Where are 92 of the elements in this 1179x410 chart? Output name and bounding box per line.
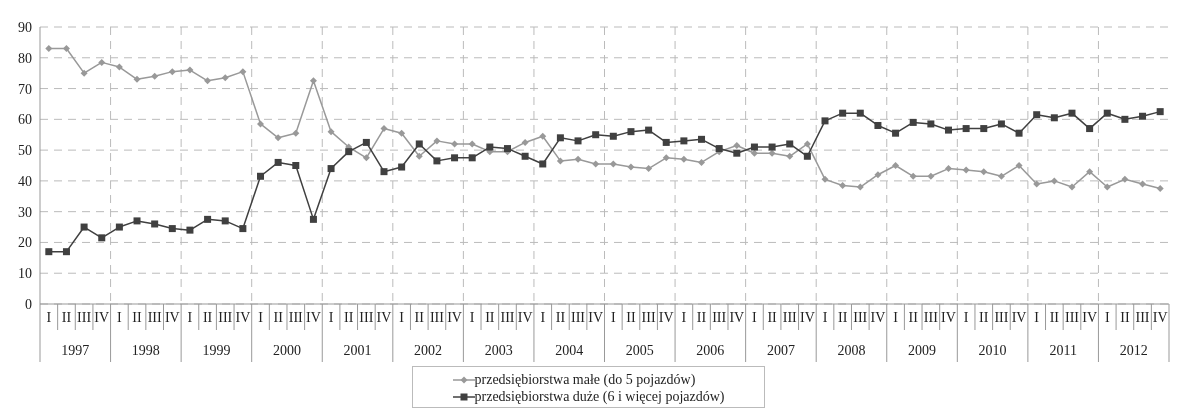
x-tick-label: IV — [799, 310, 815, 325]
x-tick-label: IV — [447, 310, 462, 325]
x-tick-label: IV — [658, 310, 674, 325]
x-tick-label: II — [273, 310, 284, 325]
x-tick-label: IV — [588, 310, 604, 325]
x-tick-label: IV — [729, 310, 745, 325]
text: 2006 — [696, 343, 725, 358]
x-tick-label: III — [288, 310, 304, 325]
x-tick-label: II — [979, 310, 989, 325]
x-tick-label: I — [681, 310, 687, 325]
text: 1998 — [131, 343, 160, 358]
x-tick-label: IV — [306, 310, 321, 325]
text: 2001 — [343, 343, 372, 358]
y-tick-label: 10 — [18, 266, 32, 282]
text: 2009 — [908, 343, 937, 358]
x-tick-label: II — [767, 310, 778, 325]
x-tick-label: II — [202, 310, 213, 325]
text: 2010 — [978, 343, 1007, 358]
x-tick-label: II — [485, 310, 495, 325]
x-tick-label: IV — [235, 310, 251, 325]
y-tick-label: 80 — [18, 50, 32, 66]
x-tick-label: III — [712, 310, 727, 325]
y-tick-label: 30 — [18, 204, 32, 220]
text: 2011 — [1049, 343, 1077, 358]
x-tick-label: I — [963, 310, 969, 325]
text: 2012 — [1119, 343, 1148, 358]
x-tick-label: IV — [941, 310, 956, 325]
x-tick-label: I — [1034, 310, 1040, 325]
x-tick-label: IV — [164, 310, 180, 325]
text: 2004 — [555, 343, 584, 358]
x-tick-label: II — [344, 310, 354, 325]
x-tick-label: II — [1049, 310, 1060, 325]
x-tick-label: III — [147, 310, 162, 325]
text: 2002 — [414, 343, 443, 358]
x-tick-label: III — [429, 310, 445, 325]
x-tick-label: II — [132, 310, 143, 325]
x-tick-label: II — [908, 310, 919, 325]
x-tick-label: III — [218, 310, 233, 325]
x-tick-label: I — [752, 310, 758, 325]
x-tick-label: I — [540, 310, 546, 325]
x-tick-label: IV — [376, 310, 392, 325]
x-tick-label: I — [187, 310, 193, 325]
x-tick-label: III — [77, 310, 92, 325]
x-tick-label: II — [626, 310, 636, 325]
text: 2007 — [766, 343, 795, 358]
y-tick-label: 0 — [25, 296, 32, 312]
x-tick-label: III — [1064, 310, 1080, 325]
text: 2000 — [272, 343, 301, 358]
legend-label: przedsiębiorstwa duże (6 i więcej pojazdów) — [474, 388, 725, 405]
x-tick-label: I — [328, 310, 334, 325]
x-tick-label: IV — [870, 310, 886, 325]
x-tick-label: IV — [517, 310, 533, 325]
x-tick-label: IV — [94, 310, 110, 325]
x-tick-label: I — [258, 310, 264, 325]
x-tick-label: III — [500, 310, 515, 325]
x-tick-label: IV — [1082, 310, 1098, 325]
x-tick-label: III — [994, 310, 1009, 325]
x-tick-label: I — [1104, 310, 1110, 325]
x-tick-label: III — [641, 310, 656, 325]
y-tick-label: 90 — [18, 19, 32, 35]
text: 2005 — [625, 343, 654, 358]
x-tick-label: I — [822, 310, 828, 325]
text: 2008 — [837, 343, 866, 358]
x-tick-label: I — [610, 310, 616, 325]
y-tick-label: 70 — [18, 81, 32, 97]
y-tick-label: 50 — [18, 143, 32, 159]
x-tick-label: IV — [1152, 310, 1168, 325]
x-tick-label: I — [46, 310, 52, 325]
x-tick-label: III — [782, 310, 798, 325]
legend-label: przedsiębiorstwa małe (do 5 pojazdów) — [474, 371, 696, 388]
y-tick-label: 40 — [18, 173, 32, 189]
x-tick-label: II — [414, 310, 425, 325]
x-tick-label: II — [696, 310, 707, 325]
text: 2003 — [484, 343, 513, 358]
text: 1997 — [61, 343, 90, 358]
x-tick-label: III — [923, 310, 939, 325]
x-tick-label: III — [571, 310, 586, 325]
x-tick-label: II — [1120, 310, 1130, 325]
x-tick-label: I — [469, 310, 475, 325]
x-tick-label: III — [1135, 310, 1150, 325]
x-tick-label: I — [893, 310, 899, 325]
x-tick-label: III — [359, 310, 374, 325]
x-tick-label: IV — [1011, 310, 1027, 325]
x-tick-label: II — [837, 310, 848, 325]
y-tick-label: 20 — [18, 235, 32, 251]
x-tick-label: I — [399, 310, 405, 325]
x-tick-label: II — [61, 310, 72, 325]
y-tick-label: 60 — [18, 112, 32, 128]
x-tick-label: III — [853, 310, 868, 325]
x-tick-label: I — [117, 310, 123, 325]
text: 1999 — [202, 343, 231, 358]
x-tick-label: II — [555, 310, 566, 325]
